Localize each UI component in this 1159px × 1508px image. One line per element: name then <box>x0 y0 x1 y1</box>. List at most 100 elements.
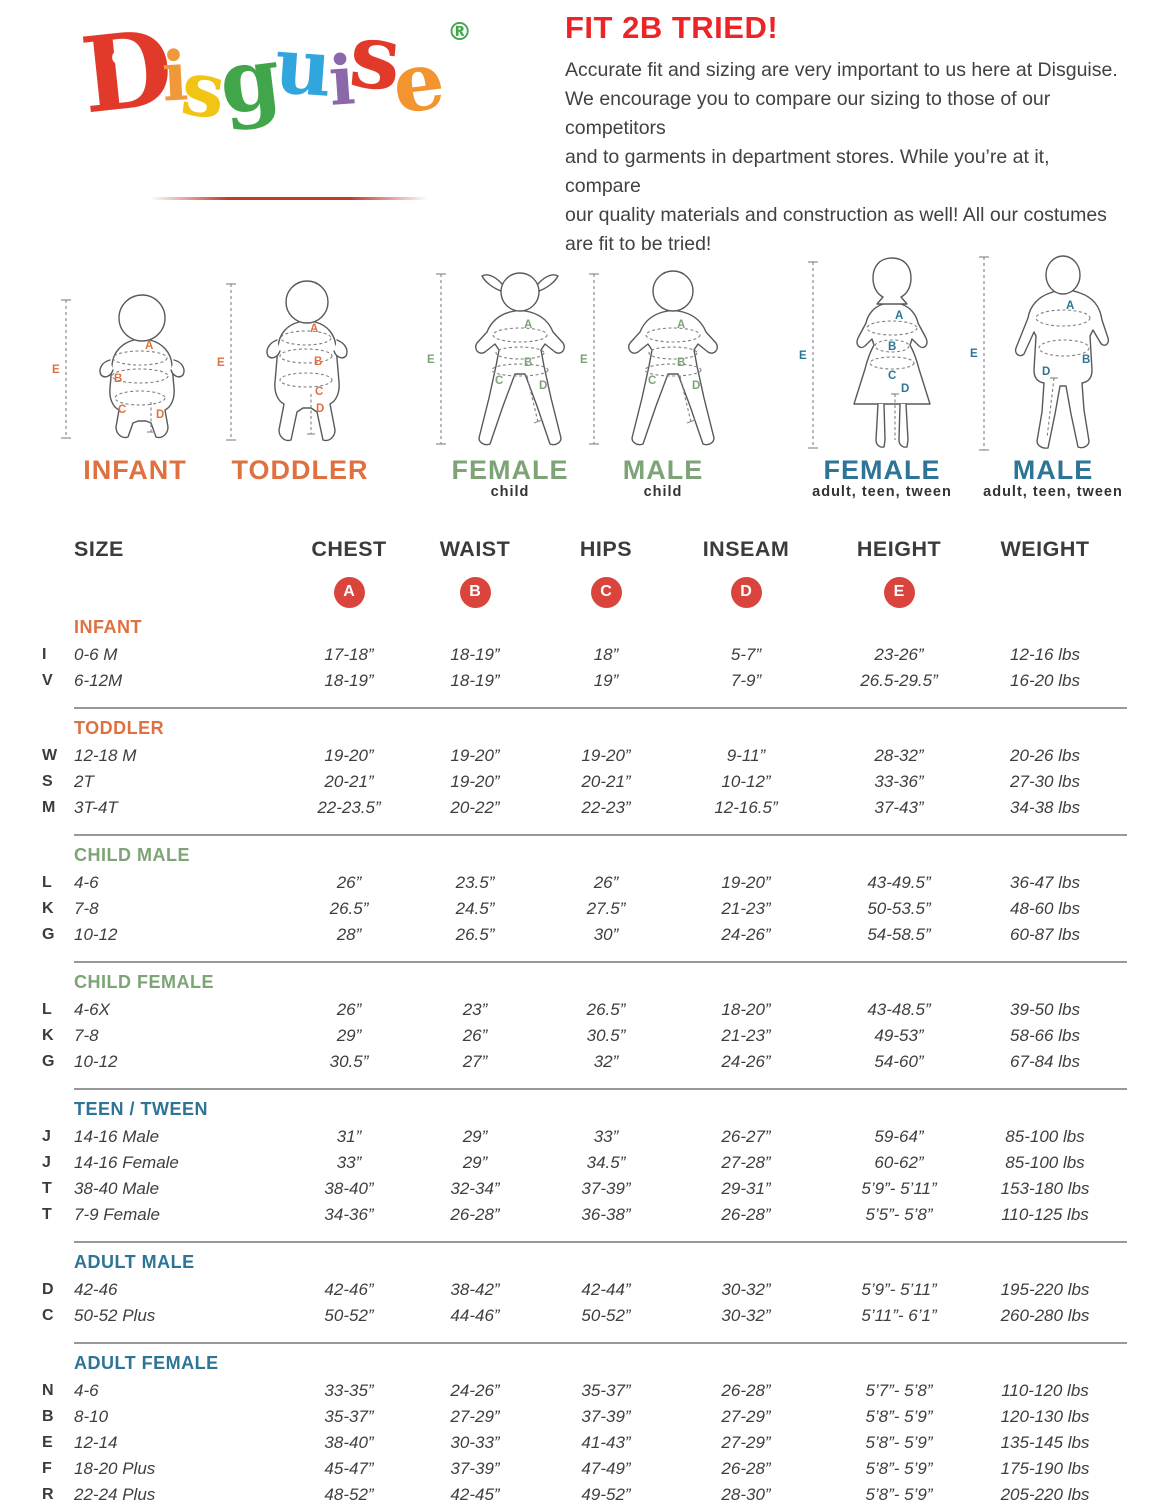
row-waist: 27” <box>462 1052 488 1071</box>
row-chest: 26.5” <box>329 899 369 918</box>
row-code: S <box>42 773 53 790</box>
row-weight: 110-120 lbs <box>1001 1381 1089 1400</box>
row-code: T <box>42 1180 52 1197</box>
row-chest: 48-52” <box>324 1485 374 1504</box>
row-waist: 19-20” <box>450 746 500 765</box>
figure-infant: E A B C D INFANT <box>50 242 220 484</box>
measurement-badge-c: C <box>590 576 622 608</box>
row-size: 7-9 Female <box>74 1205 160 1224</box>
figure-sublabel: adult, teen, tween <box>983 484 1123 501</box>
section-title: ADULT MALE <box>74 1252 195 1272</box>
section-rows: L 4-6 26” 23.5” 26” 19-20” 43-49.5” 36-4… <box>42 870 1127 948</box>
intro-block: FIT 2B TRIED! Accurate fit and sizing ar… <box>565 10 1125 259</box>
row-size: 0-6 M <box>74 645 118 664</box>
figure-sublabel: adult, teen, tween <box>812 484 952 501</box>
page-title: FIT 2B TRIED! <box>565 10 779 45</box>
table-header-row: SIZE CHEST WAIST HIPS INSEAM HEIGHT WEIG… <box>42 537 1127 562</box>
measurement-badge-d: D <box>730 576 762 608</box>
marker-a: A <box>677 319 685 331</box>
row-chest: 35-37” <box>324 1407 374 1426</box>
row-inseam: 24-26” <box>721 925 771 944</box>
size-row: I 0-6 M 17-18” 18-19” 18” 5-7” 23-26” 12… <box>42 642 1127 668</box>
row-hips: 18” <box>593 645 619 664</box>
row-size: 18-20 Plus <box>74 1459 156 1478</box>
row-code: K <box>42 900 54 917</box>
row-weight: 48-60 lbs <box>1010 899 1080 918</box>
row-weight: 36-47 lbs <box>1010 873 1080 892</box>
row-code: F <box>42 1460 52 1477</box>
row-waist: 44-46” <box>450 1306 500 1325</box>
row-chest: 38-40” <box>324 1179 374 1198</box>
row-chest: 50-52” <box>324 1306 374 1325</box>
row-weight: 153-180 lbs <box>1000 1179 1090 1198</box>
row-hips: 27.5” <box>586 899 626 918</box>
row-waist: 29” <box>462 1127 488 1146</box>
row-hips: 47-49” <box>581 1459 631 1478</box>
section-divider <box>74 1342 1127 1344</box>
row-height: 26.5-29.5” <box>860 671 938 690</box>
adult-male-body-outline <box>1014 289 1110 449</box>
marker-d: D <box>316 403 324 415</box>
section-divider <box>74 707 1127 709</box>
size-section: ADULT FEMALE N 4-6 33-35” 24-26” 35-37” … <box>42 1342 1127 1508</box>
size-row: T 7-9 Female 34-36” 26-28” 36-38” 26-28”… <box>42 1202 1127 1228</box>
logo-letter-u: u <box>271 20 335 115</box>
section-rows: W 12-18 M 19-20” 19-20” 19-20” 9-11” 28-… <box>42 743 1127 821</box>
row-height: 5’5”- 5’8” <box>865 1205 933 1224</box>
row-hips: 42-44” <box>581 1280 631 1299</box>
section-title: CHILD FEMALE <box>74 972 214 992</box>
row-chest: 28” <box>336 925 362 944</box>
row-size: 4-6X <box>74 1000 110 1019</box>
marker-c: C <box>315 386 323 398</box>
marker-d: D <box>156 409 164 421</box>
row-size: 42-46 <box>74 1280 118 1299</box>
col-header-height: HEIGHT <box>856 537 942 561</box>
row-waist: 38-42” <box>450 1280 500 1299</box>
marker-b: B <box>677 357 685 369</box>
row-height: 50-53.5” <box>867 899 931 918</box>
row-chest: 33” <box>336 1153 362 1172</box>
marker-b: B <box>314 356 322 368</box>
row-code: J <box>42 1128 51 1145</box>
toddler-body-outline <box>274 319 340 442</box>
row-weight: 110-125 lbs <box>1001 1205 1089 1224</box>
intro-paragraph-line: We encourage you to compare our sizing t… <box>565 88 1051 139</box>
child-female-figure-drawing: E A B C D <box>427 272 565 446</box>
row-height: 5’8”- 5’9” <box>865 1407 933 1426</box>
marker-c: C <box>495 375 503 387</box>
row-height: 5’8”- 5’9” <box>865 1459 933 1478</box>
row-size: 12-18 M <box>74 746 137 765</box>
marker-b: B <box>1082 354 1090 366</box>
size-row: G 10-12 30.5” 27” 32” 24-26” 54-60” 67-8… <box>42 1049 1127 1075</box>
marker-c: C <box>888 370 896 382</box>
row-inseam: 26-27” <box>721 1127 771 1146</box>
row-weight: 16-20 lbs <box>1010 671 1080 690</box>
figure-label: MALE <box>1012 455 1094 485</box>
size-row: B 8-10 35-37” 27-29” 37-39” 27-29” 5’8”-… <box>42 1404 1127 1430</box>
row-height: 43-49.5” <box>867 873 931 892</box>
row-height: 43-48.5” <box>867 1000 931 1019</box>
row-weight: 12-16 lbs <box>1010 645 1080 664</box>
child-male-body-outline <box>628 309 718 446</box>
size-row: V 6-12M 18-19” 18-19” 19” 7-9” 26.5-29.5… <box>42 668 1127 694</box>
row-chest: 26” <box>336 873 362 892</box>
row-size: 2T <box>74 772 94 791</box>
row-height: 60-62” <box>874 1153 924 1172</box>
figure-label: TODDLER <box>231 455 369 485</box>
figure-label: INFANT <box>83 455 187 485</box>
col-header-weight: WEIGHT <box>1000 537 1090 561</box>
row-inseam: 9-11” <box>726 746 766 765</box>
row-weight: 260-280 lbs <box>1000 1306 1090 1325</box>
row-hips: 26” <box>593 873 619 892</box>
marker-d: D <box>1042 366 1050 378</box>
row-height: 5’9”- 5’11” <box>861 1280 937 1299</box>
col-header-size: SIZE <box>74 537 124 561</box>
row-code: B <box>42 1408 54 1425</box>
row-code: E <box>42 1434 53 1451</box>
size-row: J 14-16 Female 33” 29” 34.5” 27-28” 60-6… <box>42 1150 1127 1176</box>
row-chest: 33-35” <box>324 1381 374 1400</box>
measurement-badge-a: A <box>333 576 365 608</box>
size-section: TEEN / TWEEN J 14-16 Male 31” 29” 33” 26… <box>42 1088 1127 1228</box>
col-header-hips: HIPS <box>579 537 633 561</box>
row-height: 23-26” <box>874 645 924 664</box>
